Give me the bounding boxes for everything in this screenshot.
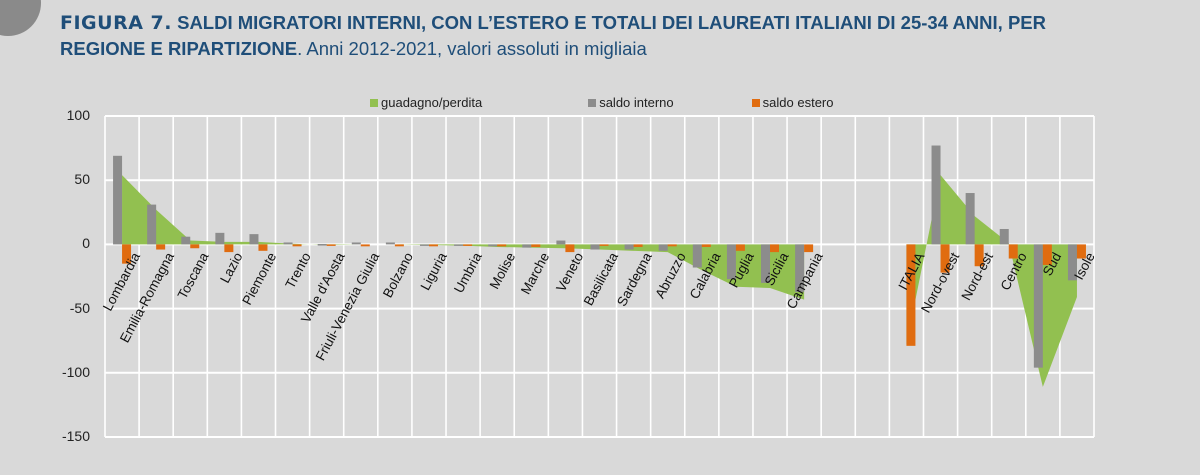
bar-saldo-estero [463, 244, 473, 246]
bar-saldo-interno [761, 244, 771, 283]
bar-saldo-interno [215, 232, 225, 245]
y-tick-label: 50 [74, 171, 90, 188]
bar-saldo-interno [999, 228, 1009, 245]
bar-saldo-estero [122, 244, 132, 264]
bar-saldo-interno [385, 242, 395, 245]
bar-saldo-interno [113, 155, 123, 245]
legend-item-estero: saldo estero [751, 95, 834, 110]
bar-saldo-estero [531, 244, 541, 247]
bar-saldo-estero [326, 244, 336, 246]
legend-item-interno: saldo interno [588, 95, 674, 110]
bar-saldo-estero [633, 244, 643, 247]
bar-saldo-interno [624, 244, 634, 250]
bar-saldo-interno [317, 244, 327, 246]
bar-saldo-estero [224, 244, 234, 253]
bar-saldo-estero [770, 244, 780, 253]
bar-saldo-estero [565, 244, 575, 253]
bar-saldo-estero [394, 244, 404, 247]
bar-saldo-interno [590, 244, 600, 250]
bar-saldo-interno [556, 240, 566, 245]
legend-label: saldo estero [762, 95, 834, 110]
bar-saldo-interno [419, 244, 429, 246]
figure-title: FIGURA 7. SALDI MIGRATORI INTERNI, CON L… [60, 10, 1180, 61]
legend-swatch-gray [588, 98, 597, 107]
legend-label: saldo interno [599, 95, 674, 110]
bar-saldo-interno [249, 234, 259, 245]
bar-saldo-estero [292, 244, 302, 247]
bar-saldo-estero [1076, 244, 1086, 259]
bar-saldo-interno [931, 145, 941, 245]
bar-saldo-interno [181, 236, 191, 245]
y-tick-label: -100 [61, 363, 90, 380]
bar-saldo-estero [1042, 244, 1052, 265]
bar-saldo-interno [1067, 244, 1077, 281]
bar-saldo-interno [726, 244, 736, 280]
bar-saldo-interno [283, 242, 293, 245]
bar-saldo-estero [428, 244, 438, 247]
bar-saldo-estero [940, 244, 950, 273]
bar-saldo-interno [965, 193, 975, 245]
bar-saldo-estero [667, 244, 677, 247]
legend-item-guadagno: guadagno/perdita [370, 95, 482, 110]
y-tick-label: 0 [82, 235, 90, 252]
title-heading-line1: SALDI MIGRATORI INTERNI, CON L’ESTERO E … [171, 12, 1046, 33]
bar-saldo-estero [190, 244, 200, 249]
figure-label: FIGURA 7. [60, 12, 172, 34]
bar-saldo-interno [1033, 244, 1043, 368]
bar-saldo-interno [454, 244, 464, 246]
bar-saldo-estero [360, 244, 370, 247]
bar-saldo-estero [701, 244, 711, 247]
bar-saldo-interno [658, 244, 668, 251]
legend-swatch-orange [751, 98, 760, 107]
chart-legend: guadagno/perdita saldo interno saldo est… [370, 95, 891, 110]
title-subtitle: . Anni 2012-2021, valori assoluti in mig… [297, 38, 647, 59]
bar-saldo-estero [156, 244, 166, 250]
bar-saldo-interno [147, 204, 157, 245]
bar-saldo-interno [522, 244, 532, 248]
bar-saldo-estero [599, 244, 609, 246]
bar-saldo-interno [692, 244, 702, 268]
bar-saldo-interno [795, 244, 805, 292]
bar-saldo-estero [735, 244, 745, 251]
bar-saldo-interno [488, 244, 498, 247]
y-tick-label: -50 [69, 299, 90, 316]
bar-saldo-estero [974, 244, 984, 267]
bar-saldo-estero [1008, 244, 1018, 259]
y-tick-label: -150 [61, 428, 90, 444]
bar-saldo-estero [258, 244, 268, 251]
bar-saldo-estero [804, 244, 814, 253]
legend-swatch-green [370, 98, 378, 107]
bar-saldo-interno [351, 242, 361, 245]
bar-saldo-estero [497, 244, 507, 247]
y-tick-label: 100 [66, 107, 90, 123]
title-heading-line2: REGIONE E RIPARTIZIONE [60, 38, 298, 59]
legend-label: guadagno/perdita [381, 95, 483, 110]
bar-saldo-estero [906, 244, 916, 346]
